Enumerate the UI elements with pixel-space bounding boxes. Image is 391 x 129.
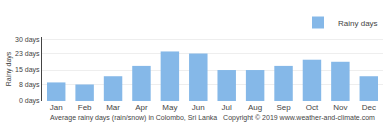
svg-text:Jul: Jul — [222, 103, 232, 112]
svg-text:Mar: Mar — [106, 103, 120, 112]
svg-text:Jan: Jan — [50, 103, 63, 112]
svg-text:30 days: 30 days — [15, 36, 40, 44]
svg-text:8 days: 8 days — [19, 81, 40, 89]
svg-text:Apr: Apr — [135, 103, 148, 112]
svg-text:Sep: Sep — [276, 103, 291, 112]
svg-text:15 days: 15 days — [15, 66, 40, 74]
svg-text:Feb: Feb — [78, 103, 92, 112]
svg-text:Aug: Aug — [248, 103, 262, 112]
svg-text:Rainy days: Rainy days — [338, 19, 378, 28]
svg-text:Nov: Nov — [333, 103, 347, 112]
svg-text:Average rainy days (rain/snow): Average rainy days (rain/snow) in Colomb… — [50, 114, 375, 122]
svg-text:Oct: Oct — [306, 103, 319, 112]
svg-text:Jun: Jun — [192, 103, 205, 112]
svg-text:Dec: Dec — [362, 103, 376, 112]
svg-text:Rainy days: Rainy days — [5, 51, 13, 86]
svg-text:0 days: 0 days — [19, 97, 40, 105]
svg-text:23 days: 23 days — [15, 50, 40, 58]
svg-text:May: May — [162, 103, 177, 112]
